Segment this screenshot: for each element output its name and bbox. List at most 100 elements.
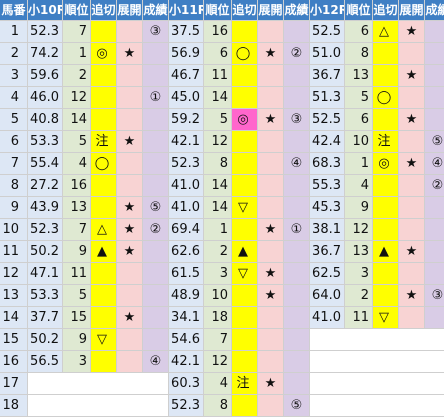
result-cell[interactable] [284,175,310,197]
tenkai-mark-cell[interactable]: ★ [399,241,425,263]
result-cell[interactable] [425,21,444,43]
result-cell[interactable] [143,109,169,131]
tenkai-mark-cell[interactable] [258,21,284,43]
tenkai-mark-cell[interactable]: ★ [117,219,143,241]
score-cell[interactable]: 36.7 [310,65,345,87]
rank-cell[interactable]: 8 [345,43,373,65]
tenkai-mark-cell[interactable] [258,65,284,87]
header-oikiri[interactable]: 追切 [91,0,117,21]
oikiri-mark-cell[interactable] [232,285,258,307]
score-cell[interactable]: 41.0 [310,307,345,329]
oikiri-mark-cell[interactable]: ▲ [373,241,399,263]
oikiri-mark-cell[interactable] [232,21,258,43]
rank-cell[interactable]: 4 [345,175,373,197]
empty-cell[interactable] [310,395,444,417]
result-cell[interactable]: ① [143,87,169,109]
oikiri-mark-cell[interactable] [232,87,258,109]
tenkai-mark-cell[interactable]: ★ [399,109,425,131]
result-cell[interactable]: ③ [284,109,310,131]
score-cell[interactable]: 46.0 [28,87,63,109]
oikiri-mark-cell[interactable] [232,65,258,87]
rank-cell[interactable]: 8 [204,395,232,417]
tenkai-mark-cell[interactable] [117,263,143,285]
result-cell[interactable] [143,65,169,87]
result-cell[interactable] [284,263,310,285]
tenkai-mark-cell[interactable] [258,329,284,351]
result-cell[interactable] [143,329,169,351]
score-cell[interactable]: 46.7 [169,65,204,87]
oikiri-mark-cell[interactable] [373,65,399,87]
tenkai-mark-cell[interactable] [258,197,284,219]
rank-cell[interactable]: 16 [63,175,91,197]
horse-number-cell[interactable]: 15 [0,329,28,351]
rank-cell[interactable]: 6 [345,109,373,131]
oikiri-mark-cell[interactable] [91,263,117,285]
empty-cell[interactable] [310,351,444,373]
score-cell[interactable]: 51.3 [310,87,345,109]
score-cell[interactable]: 55.4 [28,153,63,175]
oikiri-mark-cell[interactable] [91,307,117,329]
score-cell[interactable]: 42.4 [310,131,345,153]
horse-number-cell[interactable]: 6 [0,131,28,153]
oikiri-mark-cell[interactable]: ◯ [91,153,117,175]
horse-number-cell[interactable]: 16 [0,351,28,373]
oikiri-mark-cell[interactable] [373,175,399,197]
score-cell[interactable]: 43.9 [28,197,63,219]
tenkai-mark-cell[interactable] [399,175,425,197]
rank-cell[interactable]: 14 [204,197,232,219]
score-cell[interactable]: 54.6 [169,329,204,351]
horse-number-cell[interactable]: 2 [0,43,28,65]
tenkai-mark-cell[interactable] [117,351,143,373]
tenkai-mark-cell[interactable] [117,21,143,43]
tenkai-mark-cell[interactable] [258,87,284,109]
result-cell[interactable] [284,285,310,307]
score-cell[interactable]: 52.5 [310,109,345,131]
horse-number-cell[interactable]: 7 [0,153,28,175]
rank-cell[interactable]: 3 [345,263,373,285]
rank-cell[interactable]: 10 [345,131,373,153]
result-cell[interactable] [284,351,310,373]
rank-cell[interactable]: 11 [345,307,373,329]
header-race-3[interactable]: 小12R [310,0,345,21]
rank-cell[interactable]: 4 [204,373,232,395]
rank-cell[interactable]: 5 [63,285,91,307]
result-cell[interactable] [425,87,444,109]
header-tenkai[interactable]: 展開 [399,0,425,21]
rank-cell[interactable]: 2 [63,65,91,87]
header-tenkai[interactable]: 展開 [117,0,143,21]
tenkai-mark-cell[interactable]: ★ [258,263,284,285]
score-cell[interactable]: 50.2 [28,329,63,351]
tenkai-mark-cell[interactable] [399,263,425,285]
rank-cell[interactable]: 13 [345,241,373,263]
horse-number-cell[interactable]: 1 [0,21,28,43]
horse-number-cell[interactable]: 10 [0,219,28,241]
oikiri-mark-cell[interactable]: 注 [373,131,399,153]
result-cell[interactable] [284,131,310,153]
empty-cell[interactable] [310,329,444,351]
result-cell[interactable] [143,153,169,175]
tenkai-mark-cell[interactable] [117,65,143,87]
result-cell[interactable] [425,241,444,263]
oikiri-mark-cell[interactable] [232,395,258,417]
result-cell[interactable]: ③ [425,285,444,307]
oikiri-mark-cell[interactable] [232,131,258,153]
rank-cell[interactable]: 12 [204,351,232,373]
rank-cell[interactable]: 6 [345,21,373,43]
rank-cell[interactable]: 5 [204,109,232,131]
oikiri-mark-cell[interactable]: ▽ [232,197,258,219]
result-cell[interactable]: ① [284,219,310,241]
horse-number-cell[interactable]: 11 [0,241,28,263]
tenkai-mark-cell[interactable]: ★ [399,65,425,87]
horse-number-cell[interactable]: 13 [0,285,28,307]
tenkai-mark-cell[interactable]: ★ [399,21,425,43]
tenkai-mark-cell[interactable] [258,153,284,175]
rank-cell[interactable]: 6 [204,43,232,65]
score-cell[interactable]: 59.2 [169,109,204,131]
score-cell[interactable]: 52.3 [28,21,63,43]
tenkai-mark-cell[interactable] [399,219,425,241]
oikiri-mark-cell[interactable] [232,351,258,373]
oikiri-mark-cell[interactable]: ◯ [232,43,258,65]
rank-cell[interactable]: 11 [63,263,91,285]
result-cell[interactable]: ② [143,219,169,241]
empty-cell[interactable] [28,373,169,395]
